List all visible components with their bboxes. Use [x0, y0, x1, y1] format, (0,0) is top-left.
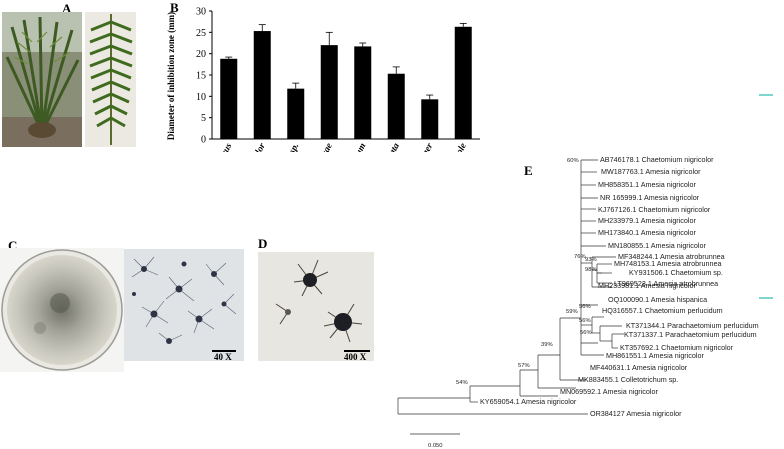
tree-taxon-label: MH233979.1 Amesia nigricolor: [598, 216, 696, 225]
chart-bar: [220, 58, 238, 139]
chart-bar: [421, 99, 439, 139]
teal-mark-top: [759, 94, 773, 96]
chart-y-tick-label: 30: [196, 7, 206, 18]
chart-y-tick-label: 5: [201, 113, 206, 124]
tree-taxon-label: KY659054.1 Amesia nigricolor: [480, 397, 577, 406]
panel-a-plant-photo: [2, 12, 82, 147]
panel-d-magnification: 400 X: [344, 352, 367, 362]
panel-d-microscopy-photo: [258, 252, 374, 361]
tree-bootstrap-label: 56%: [580, 330, 592, 336]
tree-taxon-label: KJ767126.1 Chaetomium nigricolor: [598, 205, 711, 214]
inhibition-zone-bar-chart: Diameter of inhibition zone (mm) 0 5 10 15 2…: [166, 7, 480, 152]
tree-taxon-label: OR384127 Amesia nigricolor: [590, 409, 682, 418]
chart-bars: [220, 26, 472, 140]
tree-taxon-label: MH858351.1 Amesia nigricolor: [598, 180, 696, 189]
chart-y-tick-label: 25: [196, 28, 206, 39]
tree-bootstrap-label: 76%: [574, 254, 586, 260]
tree-taxon-label: MW187763.1 Amesia nigricolor: [601, 167, 701, 176]
tree-taxon-label: KY931506.1 Chaetomium sp.: [629, 268, 723, 277]
tree-taxon-label: KT371344.1 Parachaetomium perlucidum: [626, 321, 759, 330]
tree-scale-label: 0.050: [428, 443, 443, 449]
tree-taxon-label: MF348244.1 Amesia atrobrunnea: [618, 252, 725, 261]
tree-taxon-label: MF440631.1 Amesia nigricolor: [590, 363, 688, 372]
chart-bar: [387, 73, 405, 139]
tree-bootstrap-label: 93%: [585, 257, 597, 263]
chart-bar: [454, 26, 472, 139]
panel-label-d: D: [258, 236, 268, 251]
tree-taxon-label: MH748153.1 Amesia atrobrunnea: [614, 259, 721, 268]
chart-bar: [287, 88, 305, 139]
chart-bar: [253, 31, 271, 140]
tree-bootstrap-label: 57%: [518, 363, 530, 369]
chart-bar: [354, 46, 372, 140]
tree-taxon-label: MN180855.1 Amesia nigricolor: [608, 241, 706, 250]
panel-label-a: A: [62, 1, 72, 16]
tree-bootstrap-labels: 60%76% 93%98%56%56%56%59%39%57%54%: [456, 158, 597, 386]
panel-c-microscopy-photo: [124, 249, 244, 361]
panel-c-magnification: 40 X: [214, 352, 232, 362]
tree-taxon-label: MH233981.1 Amesia nigricolor: [598, 281, 696, 290]
tree-taxon-label: NR 165999.1 Amesia nigricolor: [600, 193, 700, 202]
panel-c-scale-bar: [212, 350, 236, 352]
tree-bootstrap-label: 59%: [566, 309, 578, 315]
panel-d-scale-bar: [344, 350, 370, 352]
tree-bootstrap-label: 56%: [579, 318, 591, 324]
chart-bar: [320, 45, 338, 140]
chart-y-tick-label: 0: [201, 135, 206, 146]
tree-bootstrap-label: 60%: [567, 158, 579, 164]
tree-taxon-label: LT969523.1 Amesia atrobrunnea: [614, 279, 718, 288]
chart-y-axis-title: Diameter of inhibition zone (mm): [166, 12, 176, 140]
panel-c-petri-dish-photo: [0, 248, 124, 372]
chart-y-ticks: 0 5 10 15 20 25 30: [196, 7, 212, 146]
tree-taxon-label: OQ100090.1 Amesia hispanica: [608, 295, 707, 304]
chart-y-tick-label: 15: [196, 71, 206, 82]
tree-bootstrap-label: 39%: [541, 342, 553, 348]
tree-taxon-label: KT357692.1 Chaetomium nigricolor: [620, 343, 734, 352]
tree-taxon-label: MK883455.1 Colletotrichum sp.: [578, 375, 678, 384]
panel-label-c: C: [8, 238, 18, 253]
tree-bootstrap-label: 98%: [585, 267, 597, 273]
tree-taxon-label: KT371337.1 Parachaetomium perlucidum: [624, 330, 757, 339]
chart-error-bars: [225, 22, 467, 100]
chart-y-tick-label: 10: [196, 92, 206, 103]
panel-label-e: E: [524, 163, 533, 178]
panel-label-b: B: [170, 0, 179, 15]
chart-y-tick-label: 20: [196, 49, 206, 60]
tree-taxon-label: MN069592.1 Amesia nigricolor: [560, 387, 658, 396]
chart-category-label: A. niger: [412, 141, 436, 152]
tree-bootstrap-label: 56%: [579, 304, 591, 310]
tree-branches: [397, 159, 624, 435]
tree-taxon-label: MH173840.1 Amesia nigricolor: [598, 228, 696, 237]
tree-taxon-label: AB746178.1 Chaetomium nigricolor: [600, 155, 714, 164]
teal-mark-bottom: [759, 297, 773, 299]
tree-taxon-label: MH861551.1 Amesia nigricolor: [606, 351, 704, 360]
tree-bootstrap-label: 54%: [456, 380, 468, 386]
tree-taxa-labels: AB746178.1 Chaetomium nigricolor MW187763…: [480, 155, 759, 418]
chart-y-axis-title-group: Diameter of inhibition zone (mm): [166, 12, 176, 140]
panel-a-leaf-photo: [85, 12, 136, 147]
tree-taxon-label: HQ316557.1 Chaetomium perlucidum: [602, 306, 723, 315]
